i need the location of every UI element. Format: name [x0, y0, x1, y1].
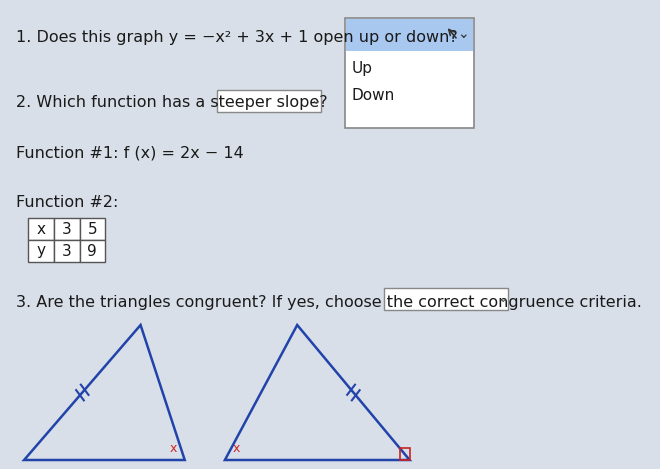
- Text: Function #1: f (x) = 2x − 14: Function #1: f (x) = 2x − 14: [16, 145, 244, 160]
- Text: 3. Are the triangles congruent? If yes, choose the correct congruence criteria.: 3. Are the triangles congruent? If yes, …: [16, 295, 642, 310]
- Text: ⌄: ⌄: [310, 94, 321, 107]
- FancyBboxPatch shape: [217, 90, 321, 112]
- Text: 1. Does this graph y = −x² + 3x + 1 open up or down?: 1. Does this graph y = −x² + 3x + 1 open…: [16, 30, 458, 45]
- Text: ⌄: ⌄: [457, 27, 469, 41]
- Text: x: x: [170, 441, 177, 454]
- FancyBboxPatch shape: [346, 19, 473, 51]
- FancyBboxPatch shape: [345, 18, 474, 128]
- Text: 2. Which function has a steeper slope?: 2. Which function has a steeper slope?: [16, 95, 327, 110]
- Text: ⌄: ⌄: [498, 293, 508, 305]
- FancyBboxPatch shape: [28, 218, 54, 240]
- FancyBboxPatch shape: [54, 218, 79, 240]
- Text: Function #2:: Function #2:: [16, 195, 118, 210]
- Text: x: x: [232, 441, 240, 454]
- FancyBboxPatch shape: [79, 240, 105, 262]
- Text: Down: Down: [352, 88, 395, 103]
- Text: 3: 3: [62, 243, 71, 258]
- FancyBboxPatch shape: [79, 218, 105, 240]
- Text: 9: 9: [88, 243, 97, 258]
- Text: y: y: [36, 243, 46, 258]
- FancyBboxPatch shape: [384, 288, 508, 310]
- FancyBboxPatch shape: [28, 240, 54, 262]
- Text: Up: Up: [352, 61, 373, 76]
- FancyBboxPatch shape: [54, 240, 79, 262]
- Text: x: x: [36, 221, 46, 236]
- Text: 3: 3: [62, 221, 71, 236]
- Text: 5: 5: [88, 221, 97, 236]
